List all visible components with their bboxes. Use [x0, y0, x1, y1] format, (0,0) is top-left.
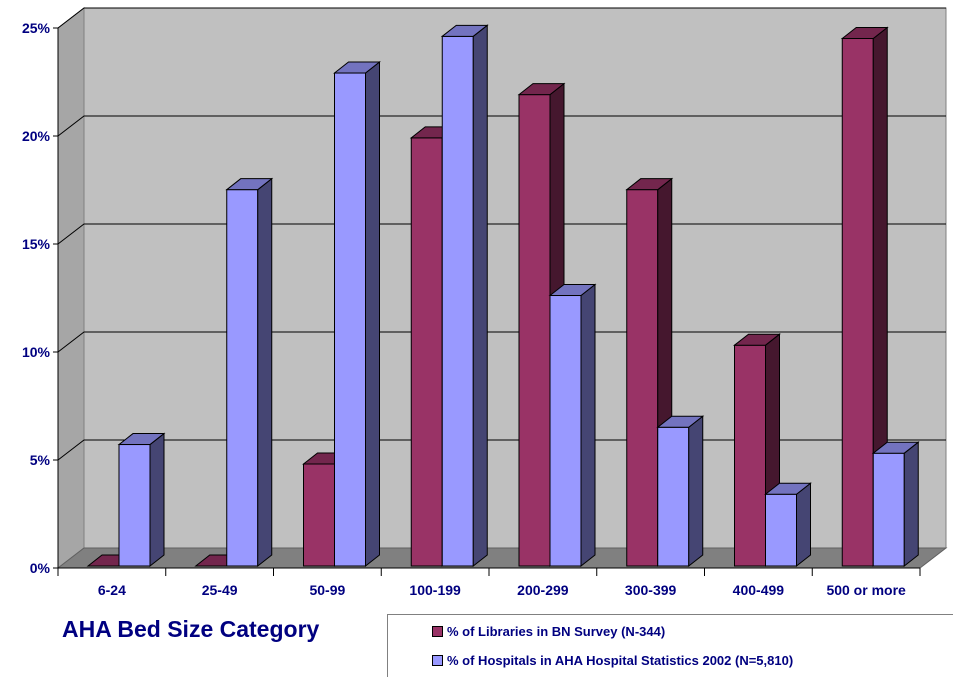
y-tick-label: 0% [30, 560, 51, 576]
x-tick-labels: 6-24 25-49 50-99 100-199 200-299 300-399 400-4… [98, 582, 906, 598]
bar-front [626, 189, 659, 567]
y-tick-label: 15% [22, 236, 51, 252]
floor [56, 547, 948, 569]
legend-swatch-hospitals [432, 655, 443, 666]
gridline [57, 115, 946, 137]
axes [53, 27, 921, 576]
bar-hospitals-300-399 [656, 415, 705, 568]
bar-top [625, 178, 674, 191]
bar-top [764, 482, 812, 495]
bar-top [840, 26, 889, 39]
bar-side [903, 441, 919, 568]
legend-item-hospitals: % of Hospitals in AHA Hospital Statistic… [432, 653, 793, 668]
bar-hospitals-100-199 [440, 24, 489, 568]
bar-front [118, 444, 151, 567]
bar-side [796, 482, 811, 568]
bar-front [518, 94, 551, 567]
gridline [57, 7, 946, 29]
bar-top [548, 284, 597, 297]
bar-front [226, 189, 259, 567]
bar-hospitals-500 or more [871, 441, 920, 568]
bar-front [841, 37, 874, 567]
bar-top [333, 61, 381, 74]
x-tick-label: 500 or more [826, 582, 906, 598]
bar-side [580, 283, 596, 568]
legend-item-libraries: % of Libraries in BN Survey (N-344) [432, 624, 665, 639]
bar-side [688, 415, 704, 568]
bar-hospitals-25-49 [225, 177, 274, 568]
bar-hospitals-200-299 [548, 283, 597, 568]
bar-front [334, 72, 366, 567]
bar-hospitals-400-499 [764, 482, 812, 568]
bar-top [517, 83, 566, 96]
bar-front [657, 426, 690, 567]
y-tick-label: 5% [30, 452, 51, 468]
bar-top [440, 24, 489, 37]
bar-front [410, 137, 443, 567]
bar-side [365, 61, 380, 568]
x-tick-label: 25-49 [202, 582, 238, 598]
bar-front [303, 463, 335, 567]
bar-hospitals-50-99 [333, 61, 381, 568]
y-tick-label: 25% [22, 20, 51, 36]
y-tick-label: 10% [22, 344, 51, 360]
bar-top [871, 441, 920, 454]
x-tick-label: 6-24 [98, 582, 126, 598]
bar-front [441, 35, 474, 567]
x-tick-label: 50-99 [309, 582, 345, 598]
bar-top [225, 178, 274, 191]
x-tick-label: 400-499 [733, 582, 785, 598]
x-tick-label: 100-199 [409, 582, 461, 598]
bar-front [734, 344, 766, 567]
y-tick-label: 20% [22, 128, 51, 144]
legend: % of Libraries in BN Survey (N-344) % of… [387, 614, 953, 677]
bar-libraries-500 or more [840, 26, 889, 568]
bar-front [765, 493, 797, 567]
x-tick-label: 300-399 [625, 582, 677, 598]
bar-side [149, 432, 165, 568]
bar-top [117, 433, 166, 446]
legend-label-libraries: % of Libraries in BN Survey (N-344) [447, 624, 666, 639]
legend-label-hospitals: % of Hospitals in AHA Hospital Statistic… [447, 653, 794, 668]
bar-side [257, 177, 273, 568]
bar-top [733, 333, 781, 346]
bars [86, 24, 920, 568]
bar-hospitals-6-24 [117, 432, 166, 568]
chart-walls [56, 6, 948, 570]
bar-side [472, 24, 488, 568]
x-tick-label: 200-299 [517, 582, 569, 598]
bar-front [872, 452, 905, 567]
x-axis-title: AHA Bed Size Category [62, 616, 320, 642]
bar-top [656, 415, 705, 428]
y-tick-labels: 0% 5% 10% 15% 20% 25% [22, 20, 51, 576]
side-wall [57, 6, 85, 570]
bar-front [549, 295, 582, 567]
legend-swatch-libraries [432, 626, 443, 637]
back-wall [83, 7, 947, 549]
